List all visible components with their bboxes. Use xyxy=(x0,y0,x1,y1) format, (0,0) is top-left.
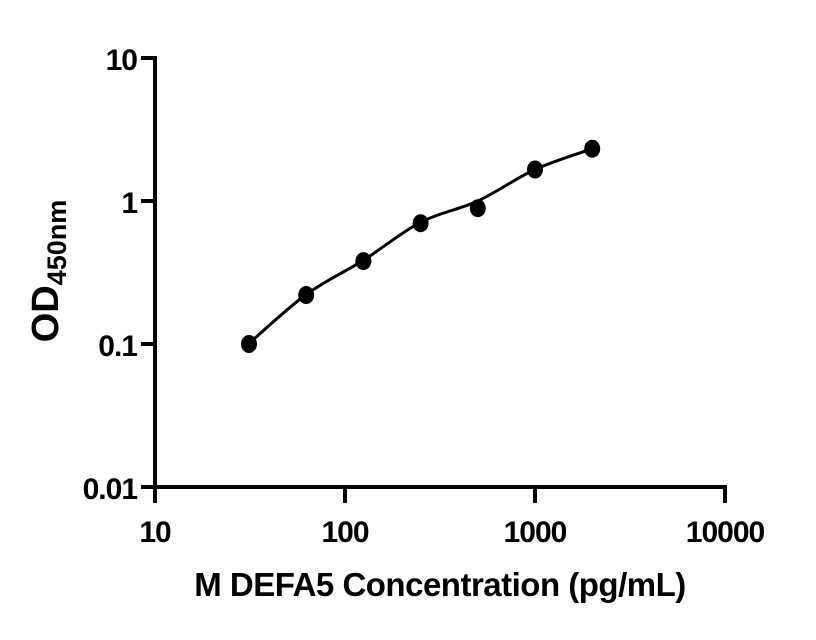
x-tick-label: 10000 xyxy=(686,516,765,549)
x-tick-label: 1000 xyxy=(504,516,567,549)
y-tick-label: 0.1 xyxy=(98,330,137,363)
data-point-marker xyxy=(584,139,601,158)
x-axis-title: M DEFA5 Concentration (pg/mL) xyxy=(194,566,686,603)
data-point-marker xyxy=(469,199,486,218)
x-tick-label: 10 xyxy=(139,516,171,549)
data-point-marker xyxy=(298,286,315,304)
data-point-marker xyxy=(527,160,543,179)
data-point-marker xyxy=(412,214,429,233)
y-tick-label: 0.01 xyxy=(83,473,138,506)
data-points xyxy=(241,139,601,353)
y-tick-label: 10 xyxy=(106,44,138,77)
x-tick-label: 100 xyxy=(321,516,368,549)
y-axis-title-main: OD xyxy=(25,285,67,342)
fit-curve xyxy=(247,147,594,345)
x-axis-tick-labels: 10 100 1000 10000 xyxy=(139,516,765,549)
y-axis-ticks xyxy=(141,56,155,489)
data-point-marker xyxy=(241,335,257,353)
axes-frame xyxy=(141,56,727,503)
data-point-marker xyxy=(355,252,372,271)
y-axis-tick-labels: 10 1 0.1 0.01 xyxy=(83,44,139,506)
y-axis-title-subscript: 450nm xyxy=(42,200,72,286)
y-axis-title: OD450nm xyxy=(25,200,72,343)
x-axis-ticks xyxy=(153,487,727,503)
y-tick-label: 1 xyxy=(121,187,137,220)
